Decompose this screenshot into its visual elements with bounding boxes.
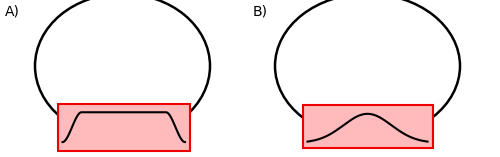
Text: A): A)	[5, 5, 20, 19]
Bar	[58, 104, 190, 151]
Bar	[302, 105, 432, 148]
Text: B): B)	[252, 5, 268, 19]
